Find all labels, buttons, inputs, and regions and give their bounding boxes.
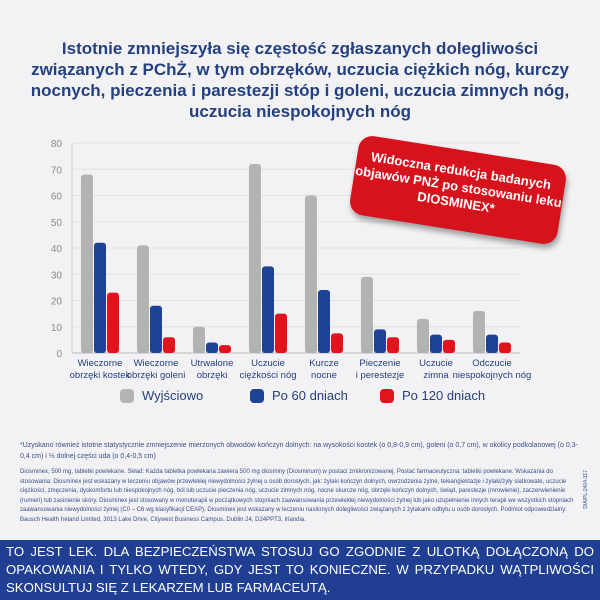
bar-po-120-dniach: [387, 337, 399, 353]
x-tick-label: ciężkości nóg: [239, 370, 296, 380]
x-tick-label: Odczucie: [472, 358, 512, 369]
y-tick-label: 70: [51, 165, 63, 176]
bar-wyjściowo: [137, 245, 149, 353]
x-tick-label: obrzęki goleni: [127, 370, 186, 380]
product-information: Diosminex, 500 mg, tabletki powlekane. S…: [20, 469, 574, 523]
y-tick-label: 40: [51, 244, 63, 255]
bar-wyjściowo: [417, 318, 429, 353]
bar-wyjściowo: [361, 276, 373, 353]
medicine-warning: TO JEST LEK. DLA BEZPIECZEŃSTWA STOSUJ G…: [0, 540, 600, 600]
x-tick-label: Utrwalone: [191, 358, 234, 369]
bar-po-120-dniach: [331, 333, 343, 353]
x-tick-label: i perestezje: [356, 370, 405, 380]
bar-po-120-dniach: [163, 337, 175, 353]
bar-po-60-dniach: [206, 342, 218, 353]
bar-po-120-dniach: [219, 345, 231, 353]
bar-po-60-dniach: [486, 334, 498, 353]
x-tick-label: obrzęki: [197, 370, 228, 380]
footnote: *Uzyskano również istotne statystycznie …: [20, 442, 578, 460]
x-tick-label: Wieczorne: [134, 358, 179, 369]
y-tick-label: 60: [51, 192, 63, 203]
bar-wyjściowo: [81, 174, 93, 353]
bar-wyjściowo: [249, 164, 261, 353]
x-tick-label: zimna: [423, 370, 449, 380]
legend-swatch: [250, 388, 264, 403]
bar-wyjściowo: [193, 326, 205, 353]
y-tick-label: 50: [51, 218, 63, 229]
legend-item: Po 120 dniach: [380, 388, 485, 403]
legend-swatch: [380, 388, 394, 403]
bar-po-120-dniach: [107, 292, 119, 353]
x-tick-label: nocne: [311, 370, 337, 380]
legend-swatch: [120, 388, 134, 403]
legend-label: Po 120 dniach: [402, 388, 486, 403]
bar-po-120-dniach: [275, 313, 287, 353]
bar-po-60-dniach: [262, 266, 274, 353]
bar-po-60-dniach: [430, 334, 442, 353]
legend-label: Po 60 dniach: [272, 388, 348, 403]
bar-wyjściowo: [473, 311, 485, 353]
document-code: DIA/PL-2404-317: [583, 470, 589, 509]
y-tick-label: 30: [51, 270, 63, 281]
x-tick-label: Pieczenie: [359, 358, 400, 369]
legend-item: Po 60 dniach: [250, 388, 348, 403]
x-tick-label: Kurcze: [309, 358, 339, 369]
y-tick-label: 10: [51, 323, 63, 334]
x-tick-label: obrzęki kostek: [70, 370, 131, 380]
y-tick-label: 80: [51, 139, 63, 150]
x-tick-label: Wieczorne: [78, 358, 123, 369]
bar-po-60-dniach: [318, 290, 330, 353]
bar-wyjściowo: [305, 195, 317, 353]
bar-po-120-dniach: [443, 339, 455, 353]
bar-po-60-dniach: [150, 305, 162, 353]
legend-item: Wyjściowo: [120, 388, 203, 403]
bar-po-60-dniach: [94, 242, 106, 353]
bar-po-120-dniach: [499, 342, 511, 353]
x-tick-label: Uczucie: [419, 358, 453, 369]
x-tick-label: niespokojnych nóg: [453, 370, 532, 380]
y-tick-label: 20: [51, 297, 63, 308]
y-tick-label: 0: [56, 349, 62, 360]
headline: Istotnie zmniejszyła się częstość zgłasz…: [30, 39, 570, 121]
legend-label: Wyjściowo: [142, 388, 204, 403]
x-tick-label: Uczucie: [251, 358, 285, 369]
bar-po-60-dniach: [374, 329, 386, 353]
